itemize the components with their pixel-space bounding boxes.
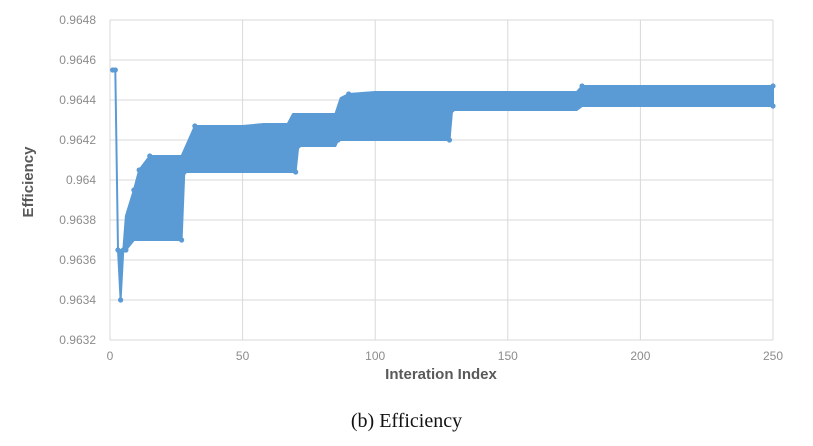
figure-caption: (b) Efficiency	[350, 410, 463, 432]
data-point	[118, 297, 124, 303]
y-axis-ticks: 0.9632 0.9634 0.9636 0.9638 0.964 0.9642 0.964…	[59, 13, 96, 347]
data-point	[181, 169, 187, 175]
y-tick-label: 0.964	[66, 173, 96, 187]
data-point	[131, 187, 137, 193]
x-tick-label: 250	[763, 349, 783, 363]
grid-lines	[109, 19, 774, 341]
y-tick-label: 0.9644	[59, 93, 96, 107]
x-tick-label: 100	[365, 349, 385, 363]
y-tick-label: 0.9632	[59, 333, 96, 347]
y-tick-label: 0.9636	[59, 253, 96, 267]
efficiency-series	[110, 67, 776, 303]
data-point	[446, 137, 453, 143]
efficiency-band	[111, 69, 774, 301]
x-tick-label: 150	[498, 349, 518, 363]
data-point	[449, 107, 455, 113]
y-tick-label: 0.9648	[59, 13, 96, 27]
data-point	[192, 123, 198, 129]
x-tick-label: 50	[236, 349, 250, 363]
data-point	[579, 83, 585, 89]
data-point	[346, 91, 352, 97]
data-point	[112, 67, 118, 73]
data-point	[115, 247, 121, 253]
data-point	[293, 169, 299, 175]
y-tick-label: 0.9638	[59, 213, 96, 227]
data-point	[123, 247, 129, 253]
x-tick-label: 0	[107, 349, 114, 363]
data-point	[770, 83, 776, 89]
data-point	[125, 213, 132, 219]
data-point	[335, 137, 341, 143]
data-point	[179, 237, 185, 243]
data-point	[147, 153, 153, 159]
x-axis-title: Interation Index	[385, 366, 497, 383]
x-axis-ticks: 0 50 100 150 200 250	[107, 349, 784, 363]
y-axis-title: Efficiency	[20, 146, 37, 218]
y-tick-label: 0.9646	[59, 53, 96, 67]
data-point	[136, 167, 142, 173]
x-tick-label: 200	[630, 349, 650, 363]
data-point	[770, 103, 776, 109]
y-tick-label: 0.9642	[59, 133, 96, 147]
data-point	[295, 143, 301, 149]
y-tick-label: 0.9634	[59, 293, 96, 307]
efficiency-chart: 0.9632 0.9634 0.9636 0.9638 0.964 0.9642 0.964…	[20, 13, 784, 383]
